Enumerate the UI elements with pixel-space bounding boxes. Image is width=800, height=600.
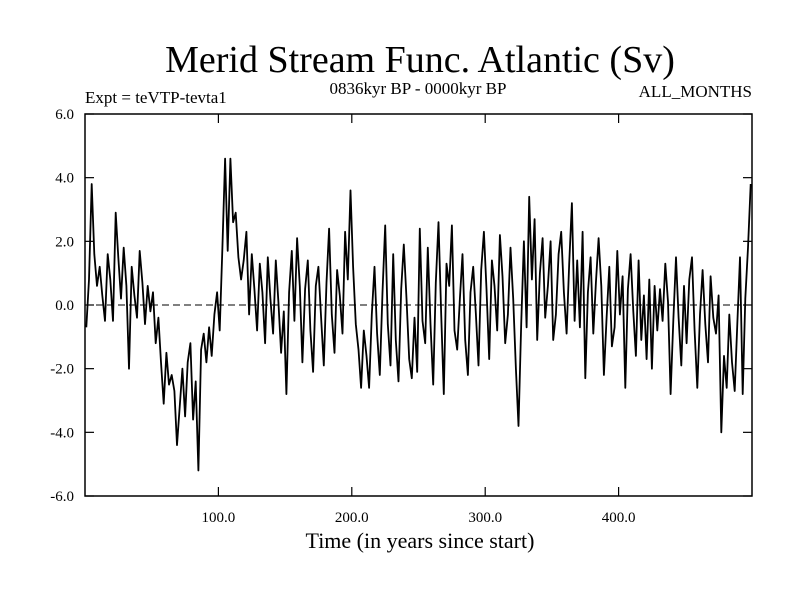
y-tick-label: 2.0 xyxy=(55,234,74,250)
y-tick-label: 0.0 xyxy=(55,298,74,314)
experiment-label: Expt = teVTP-tevta1 xyxy=(85,88,227,107)
x-tick-label: 200.0 xyxy=(335,510,369,526)
y-tick-label: 4.0 xyxy=(55,171,74,187)
y-tick-label: -4.0 xyxy=(50,425,74,441)
x-tick-label: 100.0 xyxy=(202,510,236,526)
x-tick-label: 400.0 xyxy=(602,510,636,526)
y-tick-label: -2.0 xyxy=(50,362,74,378)
y-tick-label: 6.0 xyxy=(55,107,74,123)
time-range-label: 0836kyr BP - 0000kyr BP xyxy=(330,79,507,98)
y-axis-ticks: 6.0 4.0 2.0 0.0 -2.0 -4.0 -6.0 xyxy=(50,107,752,505)
chart-title: Merid Stream Func. Atlantic (Sv) xyxy=(165,39,675,81)
x-axis-label: Time (in years since start) xyxy=(306,528,535,553)
months-label: ALL_MONTHS xyxy=(639,82,752,101)
x-tick-label: 300.0 xyxy=(468,510,502,526)
x-axis-ticks: 100.0 200.0 300.0 400.0 xyxy=(202,114,636,526)
plot-frame xyxy=(84,113,753,497)
y-tick-label: -6.0 xyxy=(50,489,74,505)
series-line xyxy=(85,157,752,472)
